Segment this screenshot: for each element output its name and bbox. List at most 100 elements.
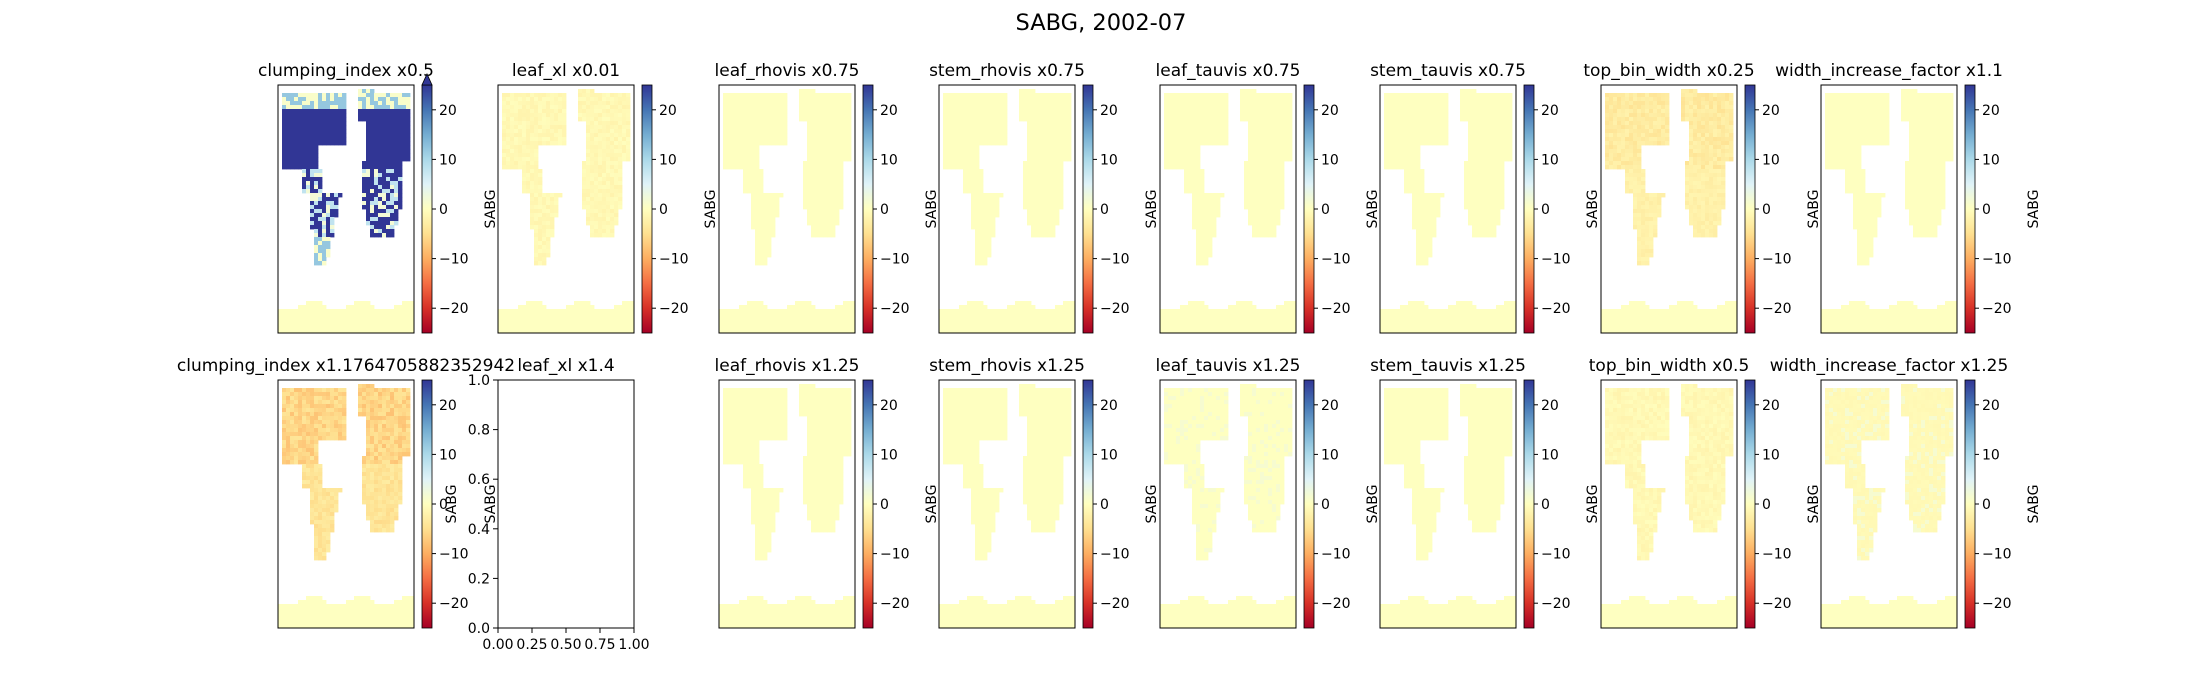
heatmap-cell	[618, 129, 623, 134]
heatmap-cell	[1244, 189, 1249, 194]
heatmap-cell	[402, 309, 407, 314]
heatmap-cell	[779, 93, 784, 98]
heatmap-cell	[731, 97, 736, 102]
heatmap-cell	[1059, 305, 1064, 310]
heatmap-cell	[1204, 193, 1209, 198]
heatmap-cell	[943, 149, 948, 154]
heatmap-cell	[823, 209, 828, 214]
heatmap-cell	[298, 125, 303, 130]
heatmap-cell	[314, 253, 319, 258]
heatmap-cell	[590, 113, 595, 118]
heatmap-cell	[342, 321, 347, 326]
heatmap-cell	[374, 181, 379, 186]
heatmap-cell	[514, 117, 519, 122]
heatmap-cell	[815, 229, 820, 234]
heatmap-cell	[1063, 153, 1068, 158]
heatmap-cell	[366, 321, 371, 326]
heatmap-cell	[1067, 113, 1072, 118]
heatmap-cell	[1160, 325, 1165, 330]
heatmap-cell	[779, 117, 784, 122]
heatmap-cell	[735, 313, 740, 318]
heatmap-cell	[1003, 309, 1008, 314]
heatmap-cell	[1288, 309, 1293, 314]
heatmap-cell	[1272, 141, 1277, 146]
heatmap-cell	[326, 205, 331, 210]
heatmap-cell	[370, 173, 375, 178]
heatmap-cell	[839, 157, 844, 162]
heatmap-cell	[362, 109, 367, 114]
heatmap-cell	[614, 121, 619, 126]
heatmap-cell	[755, 217, 760, 222]
heatmap-cell	[1055, 313, 1060, 318]
heatmap-cell	[1224, 321, 1229, 326]
heatmap-cell	[791, 309, 796, 314]
heatmap-cell	[382, 205, 387, 210]
heatmap-cell	[787, 325, 792, 330]
heatmap-cell	[747, 93, 752, 98]
heatmap-cell	[534, 137, 539, 142]
heatmap-cell	[358, 329, 363, 333]
heatmap-cell	[1200, 137, 1205, 142]
heatmap-cell	[835, 209, 840, 214]
heatmap-cell	[987, 141, 992, 146]
heatmap-cell	[847, 137, 852, 142]
heatmap-cell	[1027, 185, 1032, 190]
heatmap-cell	[1027, 121, 1032, 126]
heatmap-cell	[751, 185, 756, 190]
heatmap-cell	[498, 325, 503, 330]
heatmap-cell	[374, 105, 379, 110]
heatmap-cell	[302, 317, 307, 322]
heatmap-cell	[602, 185, 607, 190]
heatmap-cell	[314, 221, 319, 226]
heatmap-cell	[763, 253, 768, 258]
heatmap-cell	[394, 109, 399, 114]
heatmap-cell	[1019, 97, 1024, 102]
heatmap-cell	[751, 145, 756, 150]
heatmap-cell	[1272, 125, 1277, 130]
heatmap-cell	[1224, 101, 1229, 106]
heatmap-cell	[995, 125, 1000, 130]
heatmap-cell	[534, 189, 539, 194]
heatmap-cell	[775, 105, 780, 110]
heatmap-cell	[1208, 249, 1213, 254]
heatmap-cell	[943, 157, 948, 162]
heatmap-cell	[1031, 329, 1036, 333]
heatmap-cell	[743, 161, 748, 166]
heatmap-cell	[967, 301, 972, 306]
heatmap-cell	[979, 193, 984, 198]
heatmap-cell	[1288, 117, 1293, 122]
heatmap-cell	[602, 309, 607, 314]
heatmap-cell	[1252, 145, 1257, 150]
heatmap-cell	[518, 125, 523, 130]
heatmap-cell	[378, 193, 383, 198]
heatmap-cell	[598, 137, 603, 142]
heatmap-cell	[1196, 221, 1201, 226]
heatmap-cell	[1196, 225, 1201, 230]
heatmap-cell	[767, 201, 772, 206]
heatmap-cell	[1039, 325, 1044, 330]
heatmap-cell	[1031, 325, 1036, 330]
heatmap-cell	[1051, 213, 1056, 218]
heatmap-cell	[1043, 209, 1048, 214]
heatmap-cell	[1055, 201, 1060, 206]
heatmap-cell	[1031, 97, 1036, 102]
heatmap-cell	[807, 145, 812, 150]
heatmap-cell	[550, 121, 555, 126]
heatmap-cell	[839, 169, 844, 174]
heatmap-cell	[1035, 97, 1040, 102]
heatmap-cell	[1023, 313, 1028, 318]
heatmap-cell	[550, 125, 555, 130]
heatmap-cell	[614, 201, 619, 206]
heatmap-cell	[1051, 193, 1056, 198]
heatmap-cell	[739, 317, 744, 322]
heatmap-cell	[1063, 129, 1068, 134]
heatmap-cell	[819, 97, 824, 102]
heatmap-cell	[947, 129, 952, 134]
heatmap-cell	[763, 233, 768, 238]
heatmap-cell	[1272, 317, 1277, 322]
heatmap-cell	[394, 93, 399, 98]
heatmap-cell	[1063, 121, 1068, 126]
heatmap-cell	[819, 105, 824, 110]
heatmap-cell	[1168, 93, 1173, 98]
heatmap-cell	[751, 305, 756, 310]
